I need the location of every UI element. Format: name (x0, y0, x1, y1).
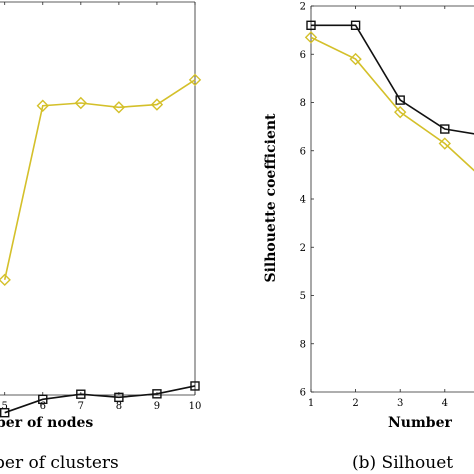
panel-a-series-1-point (188, 73, 202, 87)
panel-b-series-2-point (349, 52, 362, 66)
panel-a-x-tick-label: 10 (189, 401, 202, 412)
panel-a-x-tick-label: 7 (78, 401, 84, 412)
panel-a-series-2-point (76, 389, 86, 399)
panel-a-caption: ber of clusters (0, 453, 119, 473)
panel-b-x-tick-label: 2 (352, 398, 358, 409)
panel-b-series-1-line (311, 24, 474, 135)
panel-b-y-tick-label: 0.58 (284, 98, 306, 109)
panel-a-chart: 5 6 7 8 9 10 (0, 1, 202, 418)
panel-a-series-1-point (150, 98, 164, 111)
panel-b-x-tick-label: 3 (397, 398, 403, 409)
panel-b-y-tick-label: 0.52 (284, 243, 306, 254)
panel-b-y-tick-label: 0.5 (290, 291, 306, 302)
panel-b-y-tick-label: 0.62 (284, 2, 306, 13)
panel-b-x-tick-label: 4 (442, 398, 448, 409)
panel-b-y-tick-label: 0.56 (284, 146, 306, 157)
panel-a-series-2-point (38, 394, 48, 405)
panel-b-caption: (b) Silhouet (352, 453, 453, 473)
panel-b-chart: 123450.460.480.50.520.540.560.580.60.62 (284, 2, 474, 409)
panel-b-series-1-point (350, 20, 361, 30)
panel-a-series-2-point (114, 392, 124, 403)
panel-a-x-tick-label: 8 (116, 401, 122, 412)
panel-a-series-1-line (3, 79, 196, 281)
panel-a-series-1-point (36, 99, 49, 112)
panel-b-y-tick-label: 0.54 (284, 195, 306, 206)
panel-a-x-tick-label: 5 (2, 401, 8, 412)
panel-a-series-2-point (152, 389, 162, 399)
panel-b-series-2-point (304, 31, 318, 44)
panel-b-series-2-point (394, 105, 407, 119)
panel-b-y-tick-label: 0.46 (284, 388, 306, 399)
panel-b-series-1-point (440, 124, 450, 134)
panel-b-ylabel: Silhouette coefficient (263, 113, 279, 283)
panel-b-series-1-point (395, 95, 405, 105)
panel-a-series-1-point (112, 101, 126, 114)
panel-a-series-1-point (74, 96, 88, 110)
panel-a-x-tick-label: 9 (154, 401, 160, 412)
panel-b-series-1-point (306, 20, 316, 30)
panel-a-xlabel: ber of nodes (0, 415, 93, 431)
panel-b-xlabel: Number (388, 415, 452, 431)
panel-a-x-tick-label: 6 (40, 401, 46, 412)
panel-b-x-tick-label: 1 (308, 398, 314, 409)
panel-b-y-tick-label: 0.6 (290, 50, 306, 61)
panel-a-series-2-point (190, 381, 200, 391)
panel-a-series-1-point (0, 273, 11, 287)
panel-a-series-2-point (0, 407, 10, 418)
panel-b-series-2-line (310, 36, 474, 172)
panel-b-y-tick-label: 0.48 (284, 339, 306, 350)
panel-b-series-2-point (438, 137, 451, 150)
panel-a-series-2-line (4, 385, 196, 414)
